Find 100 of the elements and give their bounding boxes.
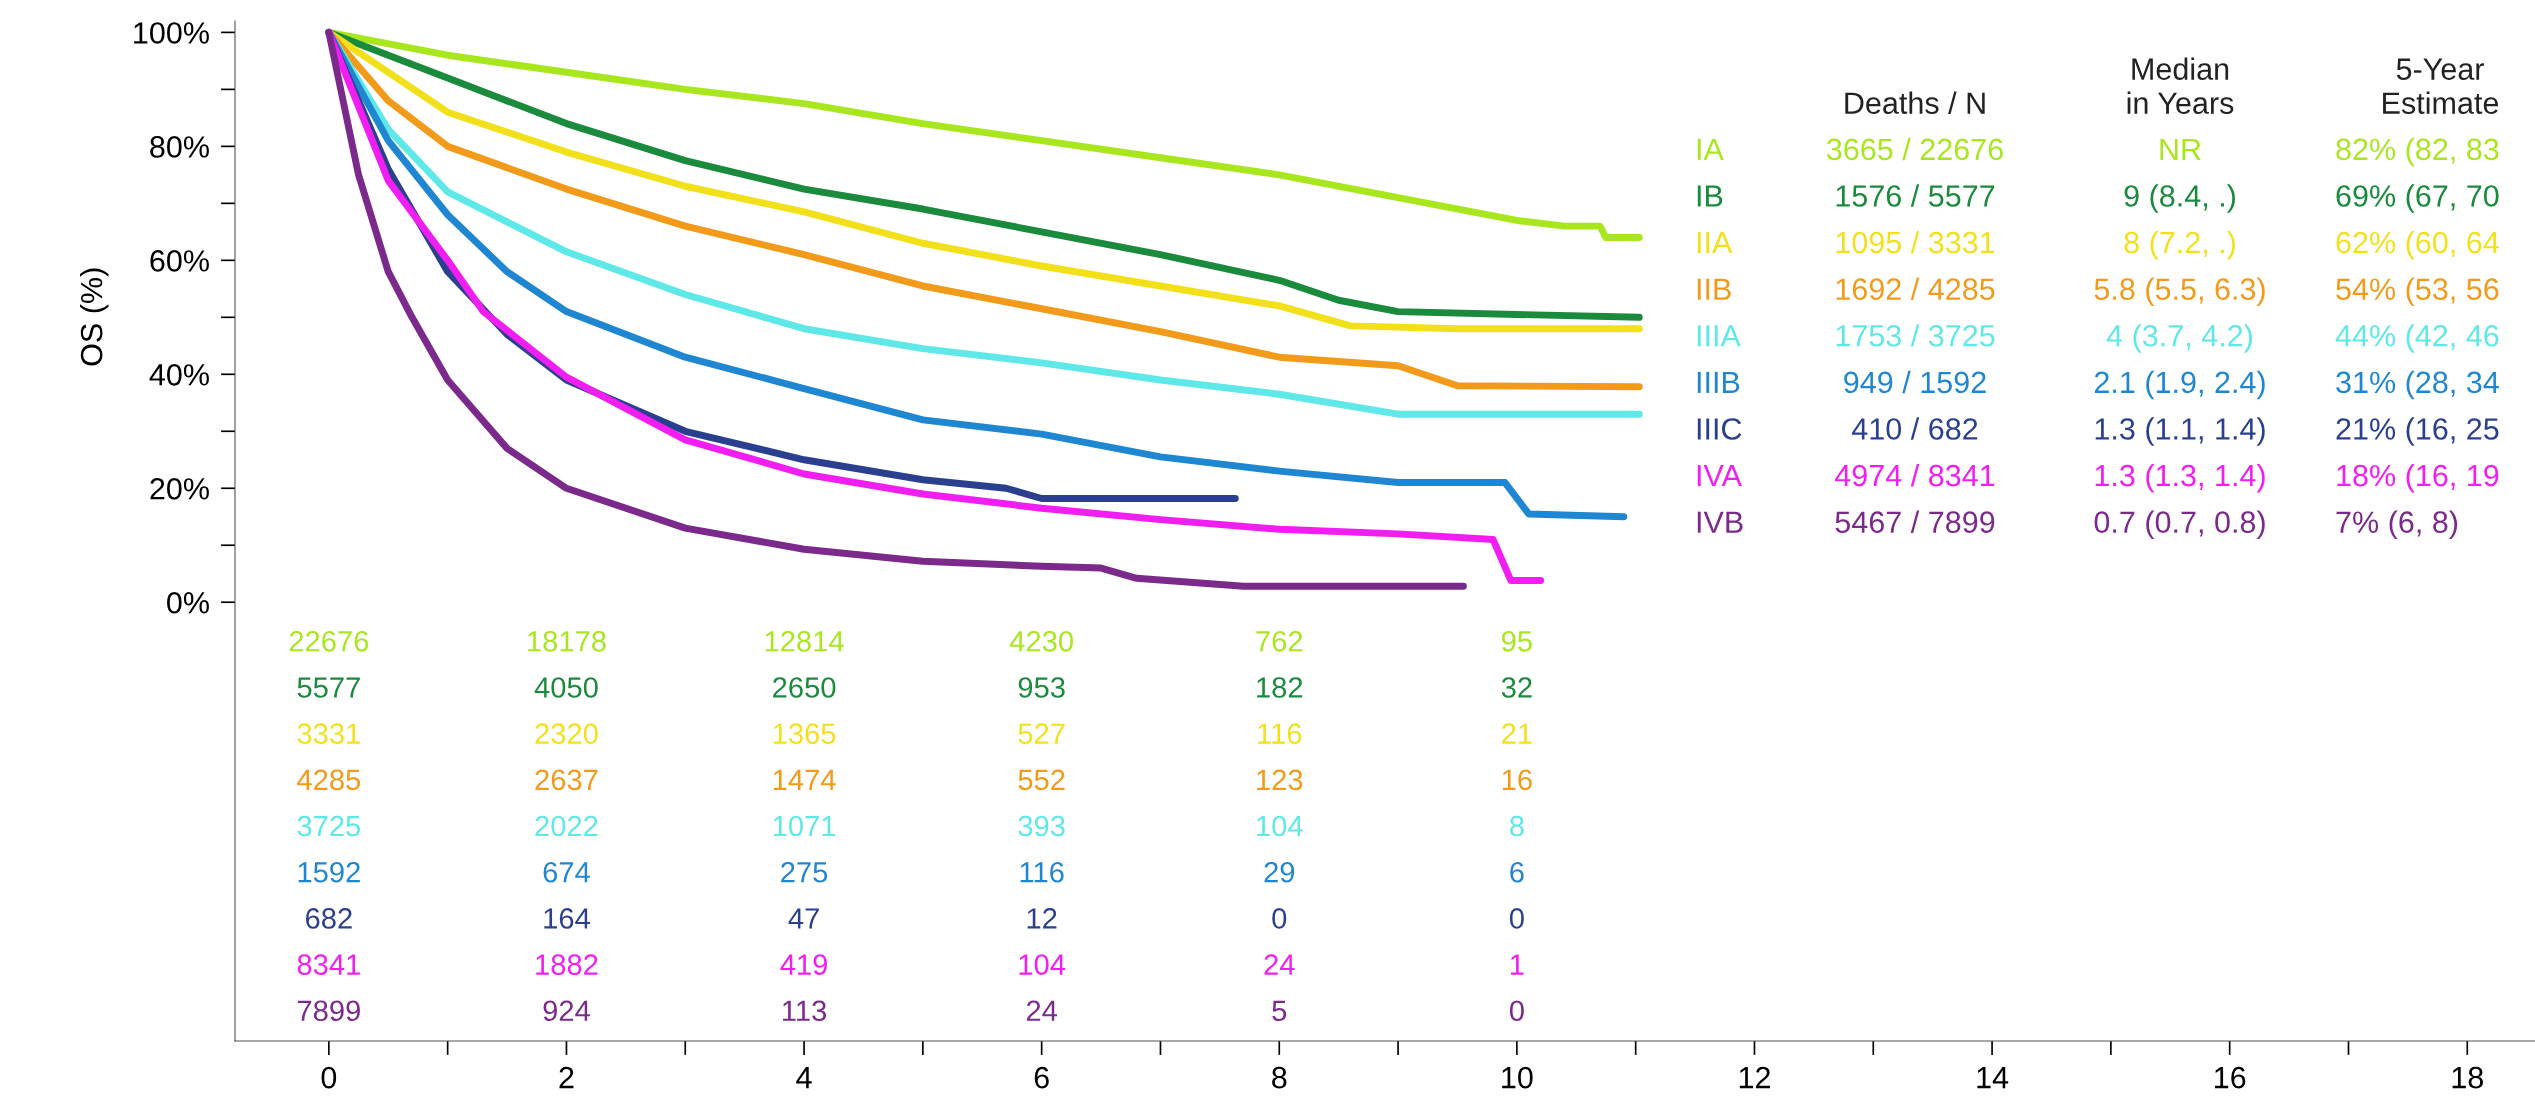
annotation: 12 bbox=[1027, 908, 1057, 929]
annotation: 1753 / 3725 bbox=[1836, 324, 1995, 347]
annotation: 4285 bbox=[297, 769, 361, 791]
annotation: 0 bbox=[1272, 908, 1287, 929]
annotation: 527 bbox=[1018, 723, 1065, 744]
annotation: Deaths / N bbox=[1845, 91, 1985, 114]
annotation: 7% (6, 8) bbox=[2336, 510, 2458, 540]
text: IIIC bbox=[1697, 418, 1742, 440]
text: IVB bbox=[1697, 511, 1743, 533]
annotation: 1576 / 5577 bbox=[1836, 184, 1995, 207]
annotation: 5-Year Estimate bbox=[2383, 58, 2499, 114]
annotation: 32 bbox=[1501, 677, 1532, 698]
x-tick-label: 0 bbox=[321, 1066, 337, 1089]
annotation: 1692 / 4285 bbox=[1836, 277, 1995, 300]
x-tick-label: 2 bbox=[559, 1066, 574, 1089]
x-tick-label: 4 bbox=[796, 1067, 812, 1089]
annotation: 393 bbox=[1018, 815, 1065, 837]
annotation: 2320 bbox=[535, 723, 598, 744]
text: IA bbox=[1697, 138, 1724, 160]
annotation: 164 bbox=[544, 908, 590, 929]
y-tick-label: 20% bbox=[150, 478, 209, 500]
annotation: 4230 bbox=[1009, 630, 1073, 652]
annotation: 69% (67, 70 bbox=[2336, 184, 2499, 213]
annotation: 2.1 (1.9, 2.4) bbox=[2094, 370, 2265, 400]
y-tick-label: 80% bbox=[150, 136, 209, 158]
annotation: 8 bbox=[1510, 815, 1524, 837]
annotation: 18% (16, 19 bbox=[2337, 463, 2499, 493]
annotation: 182 bbox=[1257, 677, 1303, 698]
annotation: 62% (60, 64 bbox=[2336, 230, 2499, 260]
annotation: 953 bbox=[1018, 677, 1065, 698]
y-tick-label: 0% bbox=[167, 591, 209, 614]
annotation: 116 bbox=[1258, 723, 1302, 744]
annotation: 44% (42, 46 bbox=[2335, 324, 2499, 353]
annotation: 674 bbox=[543, 861, 590, 883]
annotation: 0.7 (0.7, 0.8) bbox=[2094, 510, 2265, 540]
annotation: 22676 bbox=[289, 630, 369, 652]
annotation: 0 bbox=[1509, 908, 1524, 929]
annotation: 1 bbox=[1510, 954, 1524, 975]
y-tick-label: 100% bbox=[134, 22, 209, 44]
annotation: 8341 bbox=[297, 954, 360, 975]
y-axis-title: OS (%) bbox=[80, 268, 109, 366]
annotation: 5 bbox=[1272, 1000, 1287, 1022]
annotation: 1592 bbox=[298, 861, 360, 883]
annotation: 82% (82, 83 bbox=[2336, 137, 2499, 167]
text: IIIA bbox=[1697, 325, 1741, 347]
annotation: 1365 bbox=[773, 723, 836, 744]
annotation: 21% (16, 25 bbox=[2336, 417, 2499, 446]
annotation: 419 bbox=[780, 954, 828, 975]
text: IVA bbox=[1697, 465, 1742, 487]
annotation: 1474 bbox=[773, 769, 836, 790]
annotation: 16 bbox=[1502, 769, 1532, 791]
annotation: 552 bbox=[1018, 769, 1065, 791]
x-tick-label: 6 bbox=[1034, 1066, 1049, 1089]
annotation: 682 bbox=[306, 908, 352, 929]
annotation: 123 bbox=[1257, 769, 1303, 791]
annotation: 4 (3.7, 4.2) bbox=[2106, 324, 2252, 353]
x-tick-label: 12 bbox=[1739, 1066, 1770, 1089]
annotation: 6 bbox=[1510, 861, 1524, 883]
annotation: 24 bbox=[1026, 1000, 1058, 1021]
annotation: Median in Years bbox=[2127, 57, 2234, 114]
x-tick-label: 16 bbox=[2215, 1066, 2246, 1089]
annotation: 9 (8.4, .) bbox=[2124, 184, 2235, 213]
x-tick-label: 14 bbox=[1977, 1067, 2009, 1089]
annotation: 5467 / 7899 bbox=[1835, 510, 1995, 533]
annotation: NR bbox=[2160, 138, 2201, 160]
annotation: 47 bbox=[788, 908, 819, 929]
annotation: 54% (53, 56 bbox=[2336, 277, 2499, 307]
annotation: 1882 bbox=[536, 954, 598, 975]
annotation: 3665 / 22676 bbox=[1826, 137, 2003, 161]
annotation: 12814 bbox=[765, 630, 844, 652]
text: IB bbox=[1697, 185, 1723, 207]
text: IIA bbox=[1697, 232, 1733, 254]
annotation: 116 bbox=[1020, 861, 1064, 883]
annotation: 8 (7.2, .) bbox=[2124, 230, 2235, 260]
annotation: 1071 bbox=[773, 815, 836, 837]
x-tick-label: 18 bbox=[2452, 1066, 2483, 1089]
annotation: 95 bbox=[1502, 630, 1532, 652]
annotation: 21 bbox=[1502, 723, 1532, 744]
annotation: 949 / 1592 bbox=[1844, 370, 1986, 394]
annotation: 2650 bbox=[773, 677, 836, 698]
annotation: 113 bbox=[783, 1000, 827, 1022]
annotation: 31% (28, 34 bbox=[2336, 370, 2499, 400]
text: IIB bbox=[1697, 278, 1731, 300]
annotation: 24 bbox=[1264, 954, 1295, 975]
annotation: 1.3 (1.3, 1.4) bbox=[2095, 463, 2265, 493]
annotation: 924 bbox=[543, 1000, 590, 1022]
annotation: 410 / 682 bbox=[1851, 417, 1978, 440]
annotation: 3725 bbox=[297, 815, 361, 837]
annotation: 762 bbox=[1256, 630, 1303, 652]
annotation: 104 bbox=[1019, 954, 1066, 975]
x-tick-label: 10 bbox=[1502, 1066, 1533, 1089]
text: IIIB bbox=[1697, 371, 1740, 393]
annotation: 275 bbox=[781, 861, 828, 883]
annotation: 29 bbox=[1264, 861, 1295, 883]
x-tick-label: 8 bbox=[1272, 1066, 1287, 1089]
annotation: 5577 bbox=[297, 677, 360, 698]
annotation: 104 bbox=[1257, 815, 1303, 837]
annotation: 0 bbox=[1509, 1000, 1524, 1022]
annotation: 18178 bbox=[528, 630, 606, 652]
y-tick-label: 40% bbox=[149, 364, 209, 386]
